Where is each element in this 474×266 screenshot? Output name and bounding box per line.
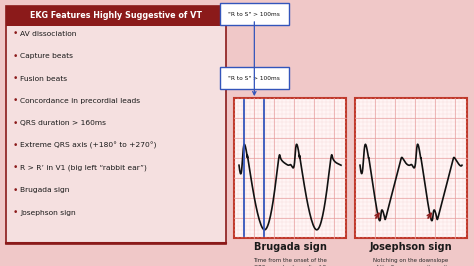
Text: AV dissociation: AV dissociation: [20, 31, 76, 37]
Text: QRS duration > 160ms: QRS duration > 160ms: [20, 120, 106, 126]
Text: •: •: [13, 119, 18, 128]
Text: Time from the onset of the
QRS complex to nadir of S
wave is > 100 ms: Time from the onset of the QRS complex t…: [253, 258, 327, 266]
Text: Fusion beats: Fusion beats: [20, 76, 67, 82]
Text: "R to S" > 100ms: "R to S" > 100ms: [228, 11, 280, 16]
Text: Josephson sign: Josephson sign: [20, 210, 76, 215]
Bar: [6, 6, 226, 26]
Text: •: •: [13, 52, 18, 61]
Text: Brugada sign: Brugada sign: [254, 242, 327, 252]
Bar: [234, 98, 346, 238]
Text: •: •: [13, 74, 18, 83]
Text: Josephson sign: Josephson sign: [370, 242, 452, 252]
Text: Concordance in precordial leads: Concordance in precordial leads: [20, 98, 140, 104]
Text: •: •: [13, 141, 18, 150]
Text: Extreme QRS axis (+180° to +270°): Extreme QRS axis (+180° to +270°): [20, 142, 156, 149]
Text: "R to S" > 100ms: "R to S" > 100ms: [228, 76, 280, 81]
Text: EKG Features Highly Suggestive of VT: EKG Features Highly Suggestive of VT: [30, 11, 202, 20]
Text: Capture beats: Capture beats: [20, 53, 73, 59]
Text: R > R’ in V1 (big left “rabbit ear”): R > R’ in V1 (big left “rabbit ear”): [20, 165, 147, 171]
Bar: [6, 6, 226, 244]
Text: •: •: [13, 97, 18, 105]
Text: Notching on the downslope
of the S wave near its nadir
in V1 or V2: Notching on the downslope of the S wave …: [373, 258, 449, 266]
Text: •: •: [13, 163, 18, 172]
Text: •: •: [13, 186, 18, 195]
Text: •: •: [13, 208, 18, 217]
Text: Brugada sign: Brugada sign: [20, 187, 70, 193]
Bar: [355, 98, 467, 238]
Text: •: •: [13, 30, 18, 39]
